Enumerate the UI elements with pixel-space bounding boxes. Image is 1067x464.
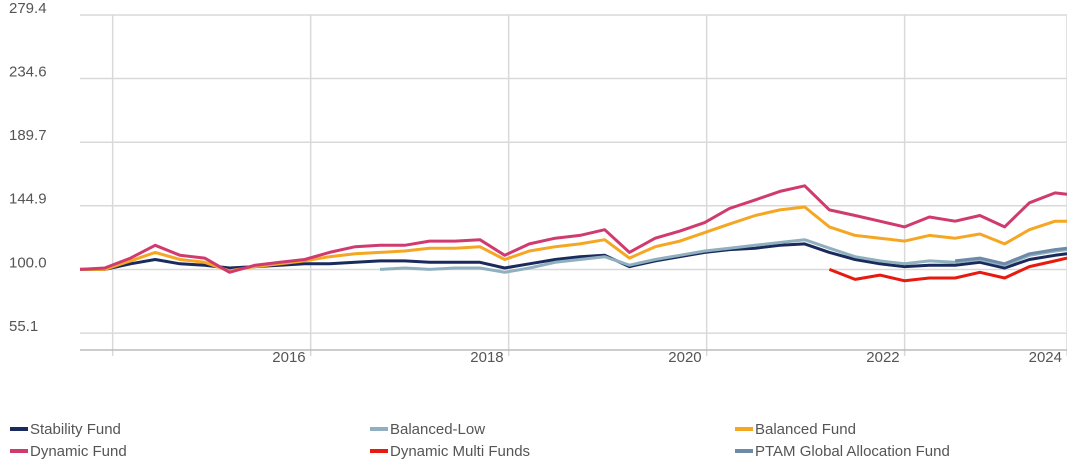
y-tick-label: 100.0: [9, 254, 47, 271]
x-tick-label: 2020: [668, 349, 701, 366]
y-tick-label: 144.9: [9, 191, 47, 208]
legend-label: Balanced Fund: [755, 421, 856, 438]
series-line: [79, 184, 1067, 274]
legend-label: Dynamic Fund: [30, 443, 127, 460]
y-tick-label: 55.1: [9, 318, 38, 335]
x-tick-label: 2022: [866, 349, 899, 366]
legend-label: PTAM Global Allocation Fund: [755, 443, 950, 460]
y-tick-label: 189.7: [9, 127, 47, 144]
series-line: [828, 256, 1067, 283]
series-line: [80, 242, 1067, 271]
x-tick-label: 2024: [1029, 349, 1062, 366]
x-tick-label: 2016: [272, 349, 305, 366]
x-tick-label: 2018: [470, 349, 503, 366]
series-line: [379, 238, 1067, 274]
legend-label: Dynamic Multi Funds: [390, 443, 530, 460]
legend-label: Balanced-Low: [390, 421, 485, 438]
legend-label: Stability Fund: [30, 421, 121, 438]
y-tick-label: 234.6: [9, 64, 47, 81]
series-line: [954, 246, 1067, 266]
y-tick-label: 279.4: [9, 0, 47, 17]
